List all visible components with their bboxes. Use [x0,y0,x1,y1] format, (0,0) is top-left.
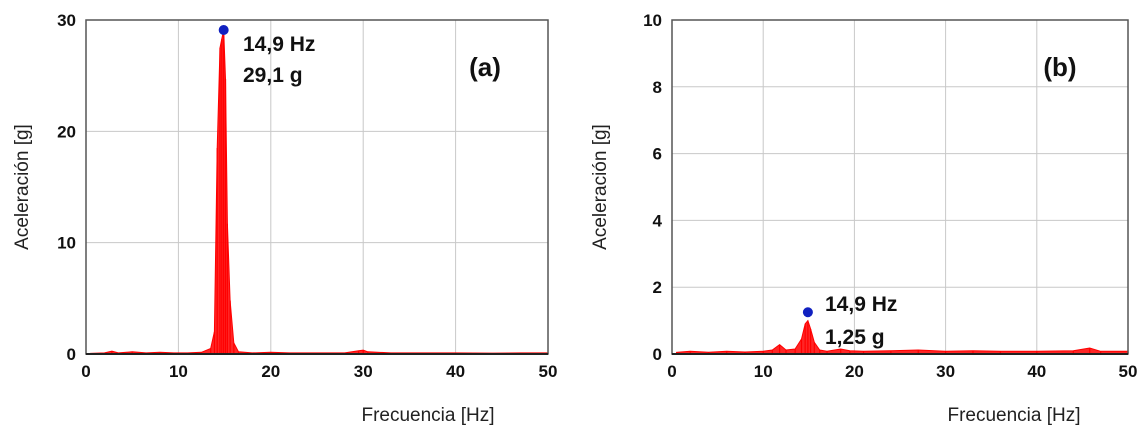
peak-amplitude-label: 29,1 g [243,64,303,87]
x-tick-label: 20 [845,362,864,381]
y-tick-label: 6 [653,145,662,164]
x-tick-label: 0 [667,362,676,381]
x-tick-label: 50 [539,362,558,381]
y-tick-label: 2 [653,278,662,297]
panel-label: (b) [1043,52,1076,82]
peak-marker [218,25,229,36]
chart-panel-2: 0 10 20 30 40 50 0 2 4 6 8 10 14,9 Hz 1,25 g (b) Frecue… [590,11,1137,426]
peak-marker [802,307,813,318]
x-tick-label: 0 [81,362,90,381]
y-tick-label: 8 [653,78,662,97]
spectrum-series [90,29,549,355]
x-tick-label: 30 [354,362,373,381]
x-tick-label: 40 [446,362,465,381]
y-axis-title: Aceleración [g] [12,124,33,250]
peak-frequency-label: 14,9 Hz [243,33,315,56]
plot-area [672,20,1128,354]
x-axis-title: Frecuencia [Hz] [361,405,494,426]
panel-label: (a) [469,52,501,82]
y-axis-title: Aceleración [g] [590,124,611,250]
y-tick-label: 30 [57,11,76,30]
peak-amplitude-label: 1,25 g [825,326,885,349]
y-tick-label: 0 [653,345,662,364]
x-axis-title: Frecuencia [Hz] [947,405,1080,426]
x-tick-label: 10 [754,362,773,381]
x-tick-label: 40 [1027,362,1046,381]
y-tick-label: 0 [67,345,76,364]
y-tick-label: 10 [643,11,662,30]
y-tick-label: 10 [57,234,76,253]
plot-area [86,20,548,354]
y-tick-label: 4 [653,211,663,230]
x-tick-label: 50 [1119,362,1138,381]
y-tick-label: 20 [57,122,76,141]
peak-frequency-label: 14,9 Hz [825,293,897,316]
x-tick-label: 20 [261,362,280,381]
chart-panel-1: 0 10 20 30 40 50 0 10 20 30 14,9 Hz 29,1 g (a) Frecue… [12,11,557,426]
x-tick-label: 10 [169,362,188,381]
x-tick-label: 30 [936,362,955,381]
